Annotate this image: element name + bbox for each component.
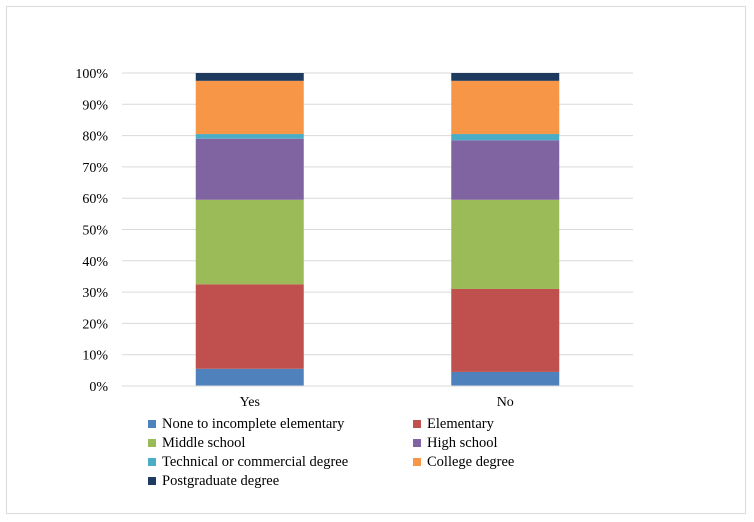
x-tick-label: Yes — [240, 395, 260, 410]
chart-frame — [6, 6, 746, 514]
y-tick-label: 80% — [82, 130, 108, 145]
y-tick-label: 60% — [82, 192, 108, 207]
bars — [195, 73, 560, 386]
bar-segment-postgraduate-degree-no — [451, 73, 560, 81]
legend-item: Middle school — [148, 434, 413, 452]
legend-swatch — [413, 458, 421, 466]
legend: None to incomplete elementary Elementary M… — [148, 415, 588, 490]
legend-item: High school — [413, 434, 588, 452]
legend-label: High school — [427, 434, 498, 451]
legend-label: Elementary — [427, 415, 494, 432]
bar-segment-postgraduate-degree-yes — [195, 73, 304, 81]
y-tick-label: 10% — [82, 349, 108, 364]
legend-label: Middle school — [162, 434, 246, 451]
y-tick-label: 20% — [82, 317, 108, 332]
legend-swatch — [148, 420, 156, 428]
legend-label: Postgraduate degree — [162, 472, 280, 489]
legend-label: None to incomplete elementary — [162, 415, 345, 432]
legend-item: Elementary — [413, 415, 588, 433]
y-tick-label: 100% — [75, 67, 108, 82]
bar-segment-middle-school-no — [451, 199, 560, 289]
bar-segment-none-to-incomplete-elementary-yes — [195, 368, 304, 386]
y-tick-label: 70% — [82, 161, 108, 176]
bar-segment-high-school-yes — [195, 138, 304, 200]
bar-segment-high-school-no — [451, 140, 560, 200]
bar-segment-elementary-no — [451, 288, 560, 372]
bar-segment-college-degree-no — [451, 80, 560, 135]
bar-segment-technical-or-commercial-degree-yes — [195, 134, 304, 139]
legend-swatch — [148, 458, 156, 466]
legend-item: None to incomplete elementary — [148, 415, 413, 433]
legend-swatch — [413, 420, 421, 428]
legend-label: College degree — [427, 453, 515, 470]
bar-segment-technical-or-commercial-degree-no — [451, 134, 560, 141]
legend-item: Postgraduate degree — [148, 472, 413, 490]
bar-segment-none-to-incomplete-elementary-no — [451, 371, 560, 386]
y-axis-ticks: 0% 10% 20% 30% 40% 50% 60% 70% 80% 90% 100% — [75, 67, 108, 395]
y-tick-label: 50% — [82, 224, 108, 239]
y-tick-label: 40% — [82, 255, 108, 270]
legend-item: College degree — [413, 453, 588, 471]
legend-swatch — [148, 439, 156, 447]
x-tick-label: No — [497, 395, 514, 410]
y-tick-label: 90% — [82, 98, 108, 113]
y-tick-label: 0% — [89, 380, 108, 395]
legend-swatch — [148, 477, 156, 485]
bar-segment-college-degree-yes — [195, 80, 304, 135]
y-tick-label: 30% — [82, 286, 108, 301]
legend-item: Technical or commercial degree — [148, 453, 413, 471]
bar-segment-elementary-yes — [195, 284, 304, 369]
legend-swatch — [413, 439, 421, 447]
x-axis-ticks: Yes No — [240, 395, 514, 410]
legend-label: Technical or commercial degree — [162, 453, 349, 470]
bar-segment-middle-school-yes — [195, 199, 304, 285]
